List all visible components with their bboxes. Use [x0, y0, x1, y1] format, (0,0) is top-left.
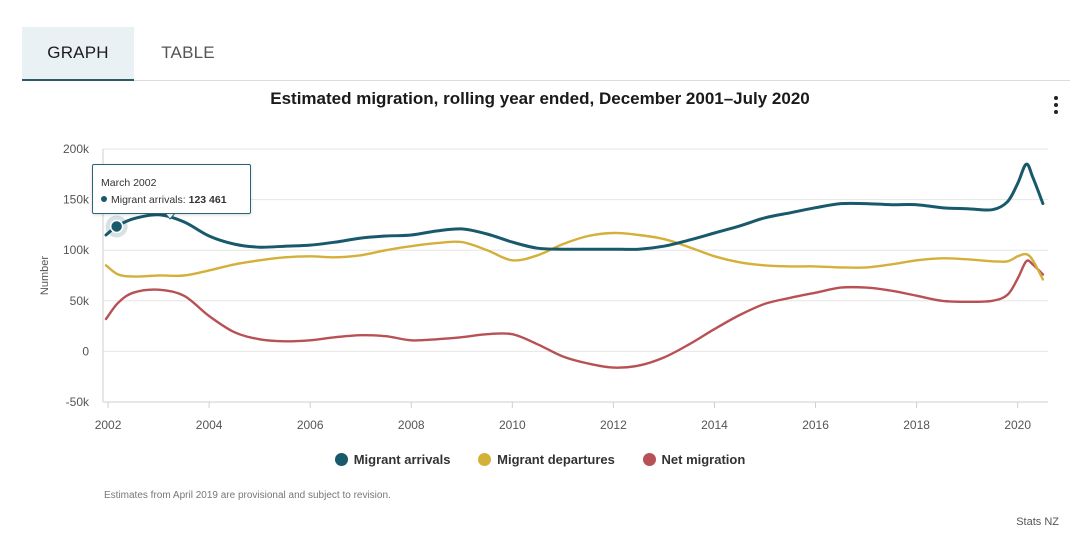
- chart-menu-icon[interactable]: [1046, 94, 1066, 118]
- highlight-point: [109, 219, 124, 234]
- legend-dot-departures: [478, 453, 492, 466]
- x-tick-label: 2018: [903, 418, 930, 432]
- x-tick-label: 2006: [297, 418, 324, 432]
- tab-graph[interactable]: GRAPH: [22, 27, 134, 81]
- x-tick-label: 2002: [95, 418, 122, 432]
- x-tick-label: 2008: [398, 418, 425, 432]
- tooltip-value: 123 461: [188, 194, 227, 206]
- x-tick-label: 2014: [701, 418, 728, 432]
- y-tick-label: 0: [82, 344, 89, 358]
- series-line-migrant-arrivals: [104, 162, 1045, 251]
- tooltip-dot: [101, 196, 107, 202]
- legend-label-departures: Migrant departures: [497, 452, 615, 467]
- series-line-migrant-departures: [104, 231, 1045, 281]
- y-tick-label: -50k: [66, 395, 90, 409]
- tab-table[interactable]: TABLE: [161, 43, 215, 62]
- y-axis-title: Number: [39, 256, 51, 295]
- series-line-net-migration: [104, 259, 1045, 369]
- legend-dot-arrivals: [334, 453, 348, 466]
- credits: Stats NZ: [1016, 516, 1059, 528]
- x-tick-label: 2020: [1004, 418, 1031, 432]
- legend-item-net[interactable]: Net migration: [642, 452, 746, 467]
- chart-legend: Migrant arrivals Migrant departures Net …: [0, 452, 1080, 467]
- y-tick-label: 100k: [63, 243, 90, 257]
- x-tick-label: 2010: [499, 418, 526, 432]
- legend-label-net: Net migration: [661, 452, 746, 467]
- y-tick-label: 200k: [63, 142, 90, 156]
- x-tick-label: 2012: [600, 418, 627, 432]
- legend-item-departures[interactable]: Migrant departures: [478, 452, 615, 467]
- tooltip-date: March 2002: [101, 177, 157, 189]
- legend-label-arrivals: Migrant arrivals: [353, 452, 451, 467]
- tooltip-series: Migrant arrivals: [111, 194, 183, 206]
- footnote: Estimates from April 2019 are provisiona…: [104, 490, 391, 501]
- legend-item-arrivals[interactable]: Migrant arrivals: [334, 452, 451, 467]
- chart-tooltip: March 2002 Migrant arrivals: 123 461: [92, 164, 251, 214]
- view-tabs: GRAPH TABLE: [22, 27, 1070, 81]
- tooltip-row: Migrant arrivals: 123 461: [101, 194, 227, 206]
- x-tick-label: 2016: [802, 418, 829, 432]
- chart-title: Estimated migration, rolling year ended,…: [270, 89, 810, 108]
- x-tick-label: 2004: [196, 418, 223, 432]
- legend-dot-net: [642, 453, 656, 466]
- y-tick-label: 150k: [63, 193, 90, 207]
- y-tick-label: 50k: [70, 294, 90, 308]
